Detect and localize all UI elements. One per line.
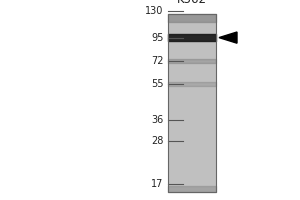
Text: 17: 17 <box>151 179 164 189</box>
Text: 95: 95 <box>151 33 164 43</box>
Text: 28: 28 <box>151 136 164 146</box>
Polygon shape <box>219 32 237 43</box>
Text: 130: 130 <box>145 6 164 16</box>
Bar <box>168 14 216 192</box>
Text: 55: 55 <box>151 79 164 89</box>
Bar <box>168 14 216 192</box>
Text: K562: K562 <box>177 0 207 6</box>
Text: 36: 36 <box>151 115 164 125</box>
Text: 72: 72 <box>151 56 164 66</box>
